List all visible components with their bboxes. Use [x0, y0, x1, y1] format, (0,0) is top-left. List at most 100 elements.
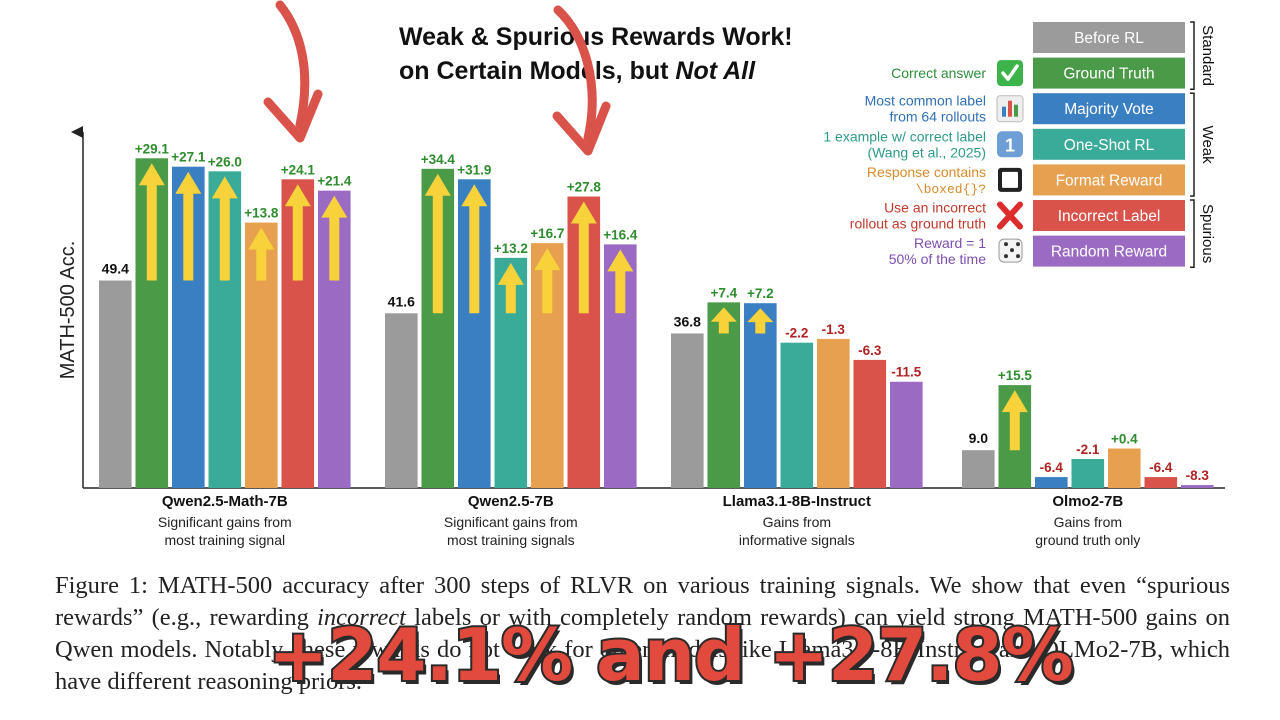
bar-2: [744, 303, 777, 488]
legend-desc: (Wang et al., 2025): [867, 144, 986, 160]
bar-chart-icon: [996, 95, 1024, 123]
gain-arrow: [321, 195, 348, 281]
delta-label: +7.4: [710, 285, 737, 300]
legend-desc: \boxed{}?: [916, 182, 986, 197]
legend-group-label: Standard: [1199, 25, 1216, 86]
group-0: 49.4 +29.1+27.1 +26.0 +13.8 +24.1+21.4 Qwen2.…: [99, 141, 352, 548]
legend-group-2: Spurious: [1190, 199, 1216, 268]
delta-label: -1.3: [822, 322, 846, 337]
legend-item-1: Ground Truth Correct answer: [891, 57, 1185, 89]
gain-arrow: [747, 308, 774, 334]
delta-label: +15.5: [998, 368, 1033, 383]
group-name: Olmo2-7B: [1052, 493, 1123, 510]
delta-label: +13.2: [494, 241, 528, 256]
bar-6: [1181, 485, 1214, 488]
chart-title-line2-emph: Not All: [675, 57, 756, 85]
delta-label: +13.8: [244, 206, 279, 221]
group-3: 9.0 +15.5 -6.4 -2.1 +0.4 -6.4 -8.3 Olmo2-7B Gain…: [962, 368, 1214, 548]
group-name: Llama3.1-8B-Instruct: [723, 493, 871, 510]
delta-label: -2.1: [1076, 442, 1100, 457]
bar-value-label: 9.0: [969, 430, 989, 446]
legend-item-6: Random Reward Reward = 150% of the time: [889, 235, 1185, 267]
chart: MATH-500 Acc. Weak & Spurious Rewards Wo…: [57, 0, 1225, 548]
bar-3: [780, 342, 814, 488]
delta-label: +29.1: [135, 141, 170, 156]
caption-emph: incorrect: [317, 604, 406, 631]
group-subtitle: Gains from: [1054, 514, 1122, 530]
legend-item-3: One-Shot RL 1 example w/ correct label(Wa…: [823, 128, 1185, 160]
legend-swatch: [1033, 235, 1185, 267]
gain-arrow: [248, 227, 275, 281]
caption-suffix: labels or with completely random rewards…: [55, 604, 1230, 695]
svg-text:1: 1: [1005, 135, 1015, 155]
legend-swatch: [1033, 93, 1185, 125]
group-subtitle: informative signals: [739, 532, 855, 548]
check-icon: [997, 60, 1023, 87]
bar-before-rl: [671, 333, 704, 488]
bar-5: [853, 359, 887, 488]
legend-desc: Correct answer: [891, 65, 986, 81]
chart-title-line2: on Certain Models, but Not All: [399, 57, 756, 85]
delta-label: +26.0: [208, 154, 242, 169]
legend-swatch: [1033, 164, 1185, 196]
legend-desc: Use an incorrect: [884, 200, 986, 216]
bar-value-label: 41.6: [388, 293, 415, 309]
legend-item-4: Format Reward Response contains \boxed{}?: [867, 164, 1185, 197]
group-subtitle: Significant gains from: [158, 514, 292, 530]
cross-icon: [997, 201, 1023, 230]
legend-group-1: Weak: [1190, 92, 1216, 197]
bar-3: [1071, 459, 1105, 488]
gain-arrow: [607, 249, 634, 314]
bars-layer: 49.4 +29.1+27.1 +26.0 +13.8 +24.1+21.4 Qwen2.…: [99, 141, 1214, 548]
delta-label: -6.4: [1149, 460, 1173, 475]
delta-label: +16.4: [603, 227, 638, 242]
legend-label: Format Reward: [1056, 172, 1163, 189]
group-1: 41.6 +34.4+31.9 +13.2+16.7 +27.8 +16.4 Qwen2.…: [385, 152, 638, 548]
bar-before-rl: [99, 280, 132, 488]
legend-desc: from 64 rollouts: [890, 109, 986, 125]
highlight-arrow-2: [552, 5, 611, 156]
gain-arrow: [497, 262, 524, 314]
legend-group-label: Weak: [1199, 126, 1216, 165]
gain-arrow: [1001, 390, 1028, 451]
legend-desc: Most common label: [865, 93, 986, 109]
group-subtitle: Significant gains from: [444, 514, 578, 530]
legend-desc: Response contains: [867, 164, 986, 180]
legend-label: Ground Truth: [1063, 66, 1154, 83]
legend-label: Majority Vote: [1064, 101, 1154, 118]
gain-arrow: [710, 307, 737, 334]
gain-arrow: [461, 184, 488, 314]
chart-title-line2-prefix: on Certain Models, but: [399, 57, 675, 85]
delta-label: +31.9: [457, 162, 491, 177]
delta-label: -8.3: [1186, 468, 1210, 483]
gain-arrow: [570, 201, 597, 314]
gain-arrow: [284, 184, 311, 281]
delta-label: -6.4: [1040, 460, 1064, 475]
group-name: Qwen2.5-Math-7B: [162, 493, 288, 510]
delta-label: +27.1: [171, 150, 206, 165]
legend-label: Incorrect Label: [1058, 208, 1161, 225]
gain-arrow: [138, 163, 165, 281]
legend-group-label: Spurious: [1199, 204, 1216, 263]
delta-label: -2.2: [785, 326, 808, 341]
bar-5: [1144, 477, 1178, 488]
y-axis-label: MATH-500 Acc.: [57, 241, 79, 380]
delta-label: +34.4: [421, 152, 456, 167]
overlay-headline: +24.1% and +27.8%: [266, 611, 1076, 699]
bar-4: [817, 338, 850, 488]
gain-arrow: [534, 248, 561, 314]
delta-label: -6.3: [858, 343, 882, 358]
legend-label: Random Reward: [1051, 244, 1167, 261]
legend-swatch: [1033, 22, 1185, 53]
legend-group-0: Standard: [1190, 21, 1216, 90]
bar-2: [1035, 477, 1068, 488]
legend-swatch: [1033, 57, 1185, 89]
group-subtitle: most training signals: [447, 532, 575, 548]
legend-desc: Reward = 1: [914, 235, 986, 251]
bar-4: [1108, 448, 1141, 488]
group-subtitle: Gains from: [763, 514, 831, 530]
legend-swatch: [1033, 200, 1185, 231]
delta-label: +27.8: [567, 180, 602, 195]
